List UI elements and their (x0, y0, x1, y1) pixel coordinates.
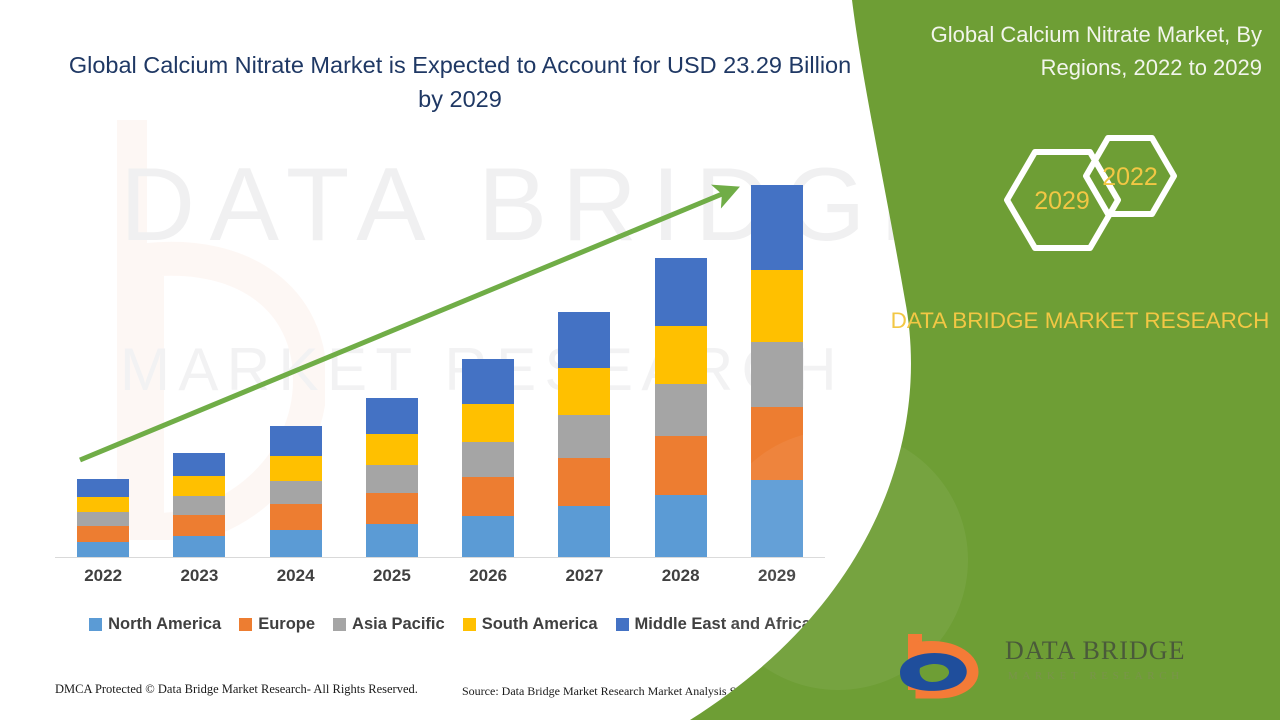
bar-segment-2023-south-america (173, 476, 226, 496)
bar-segment-2027-south-america (558, 368, 611, 415)
hexagon-group: 2029 2022 (1004, 135, 1177, 251)
bar-segment-2028-asia-pacific (654, 384, 707, 436)
bar-segment-2028-south-america (654, 326, 707, 384)
bar-segment-2022-europe (77, 526, 130, 542)
legend-item-europe[interactable]: Europe (239, 615, 315, 634)
x-label-2022: 2022 (84, 566, 123, 585)
bar-segment-2026-europe (462, 477, 515, 516)
bar-segment-2024-south-america (269, 456, 322, 481)
plot-area (55, 130, 825, 558)
x-label-2024: 2024 (276, 566, 315, 585)
bar-segment-2026-middle-east-and-africa (462, 359, 515, 404)
x-label-2029: 2029 (757, 566, 796, 585)
bar-segment-2024-asia-pacific (269, 481, 322, 504)
bar-segment-2027-asia-pacific (558, 415, 611, 458)
bar-segment-2029-north-america (750, 480, 803, 558)
bar-2028 (654, 258, 707, 558)
bar-segment-2023-middle-east-and-africa (173, 453, 226, 476)
bar-2024 (269, 426, 322, 558)
bar-segment-2027-north-america (558, 506, 611, 558)
bar-segment-2028-europe (654, 436, 707, 495)
bar-segment-2028-north-america (654, 495, 707, 558)
bar-segment-2025-middle-east-and-africa (365, 398, 418, 434)
bar-segment-2027-europe (558, 458, 611, 506)
x-label-2028: 2028 (661, 566, 700, 585)
legend-label: Asia Pacific (352, 615, 445, 633)
bar-segment-2025-north-america (365, 524, 418, 558)
bar-segment-2029-europe (750, 407, 803, 480)
bar-segment-2024-north-america (269, 530, 322, 558)
bar-segment-2026-south-america (462, 404, 515, 442)
legend-swatch-icon (462, 618, 476, 631)
hexagon-2029-shape (1004, 149, 1121, 251)
x-label-2023: 2023 (180, 566, 219, 585)
legend-swatch-icon (615, 618, 629, 631)
bar-segment-2029-south-america (750, 270, 803, 342)
bar-segment-2022-north-america (77, 542, 130, 558)
bar-2027 (558, 312, 611, 558)
chart-panel: DATA BRIDGE MARKET RESEARCH Global Calci… (55, 52, 950, 698)
legend-label: South America (481, 615, 598, 633)
hexagon-2022-shape (1083, 135, 1177, 217)
legend-label: Europe (258, 615, 316, 633)
bar-segment-2025-europe (365, 493, 418, 524)
bar-segment-2026-north-america (462, 516, 515, 558)
bar-segment-2024-europe (269, 504, 322, 530)
x-label-2026: 2026 (469, 566, 508, 585)
bar-2025 (365, 398, 418, 558)
bar-segment-2023-europe (173, 515, 226, 536)
chart-legend: North America Europe Asia Pacific South Ame… (55, 615, 845, 634)
legend-swatch-icon (239, 618, 253, 631)
x-axis-line (55, 557, 825, 558)
logo-subtitle: MARKET RESEARCH (1008, 670, 1184, 682)
legend-swatch-icon (333, 618, 347, 631)
bar-segment-2028-middle-east-and-africa (654, 258, 707, 326)
footer-copyright: DMCA Protected © Data Bridge Market Rese… (55, 682, 418, 696)
footer-source: Source: Data Bridge Market Research Mark… (462, 684, 785, 698)
x-label-2027: 2027 (565, 566, 604, 585)
bar-2022 (77, 479, 130, 558)
bar-segment-2029-asia-pacific (750, 342, 803, 407)
legend-item-north-america[interactable]: North America (89, 615, 221, 634)
x-label-2025: 2025 (372, 566, 411, 585)
bar-2029 (750, 185, 803, 558)
hexagon-2029-label: 2029 (1034, 187, 1090, 215)
bar-segment-2023-asia-pacific (173, 496, 226, 515)
bar-segment-2023-north-america (173, 536, 226, 558)
bar-segment-2022-middle-east-and-africa (77, 479, 130, 497)
bar-segment-2022-asia-pacific (77, 512, 130, 526)
legend-item-asia-pacific[interactable]: Asia Pacific (333, 615, 445, 634)
legend-label: North America (108, 615, 222, 633)
bar-segment-2024-middle-east-and-africa (269, 426, 322, 456)
x-axis-labels: 2022 2023 2024 2025 2026 2027 2028 2029 (55, 566, 825, 596)
legend-item-middle-east-and-africa[interactable]: Middle East and Africa (615, 615, 811, 634)
legend-swatch-icon (89, 618, 103, 631)
bar-2026 (462, 359, 515, 558)
bar-segment-2026-asia-pacific (462, 442, 515, 477)
bar-segment-2027-middle-east-and-africa (558, 312, 611, 368)
legend-item-south-america[interactable]: South America (462, 615, 598, 634)
bar-segment-2029-middle-east-and-africa (750, 185, 803, 270)
bar-segment-2025-asia-pacific (365, 465, 418, 493)
logo-wordmark: DATA BRIDGE (1005, 636, 1186, 665)
bar-segment-2022-south-america (77, 497, 130, 512)
legend-label: Middle East and Africa (634, 615, 811, 633)
chart-title: Global Calcium Nitrate Market is Expecte… (68, 52, 852, 112)
hexagon-2022-label: 2022 (1102, 163, 1158, 191)
bar-segment-2025-south-america (365, 434, 418, 465)
bar-2023 (173, 453, 226, 558)
